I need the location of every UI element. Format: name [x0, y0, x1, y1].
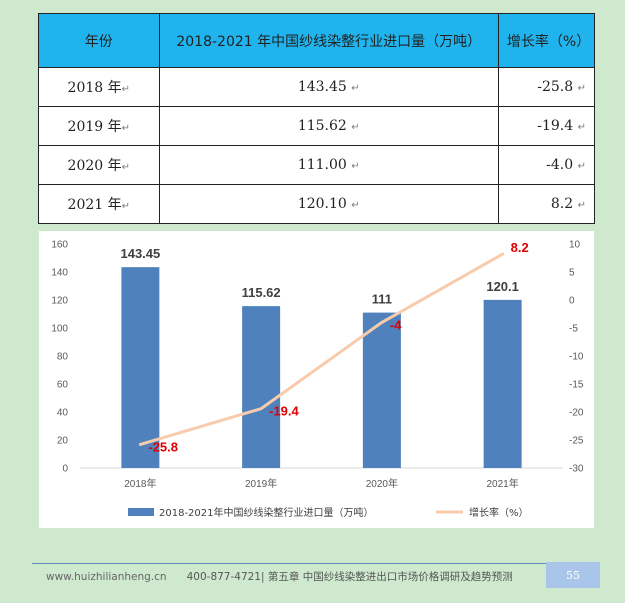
y-left-tick-label: 80 [57, 352, 69, 363]
y-right-tick-label: -20 [569, 408, 584, 419]
bar-data-label: 111 [372, 292, 392, 307]
paragraph-mark-icon: ↵ [121, 84, 131, 95]
bar-import-volume [242, 306, 281, 468]
paragraph-mark-icon: ↵ [351, 83, 360, 94]
cell-year: 2018 年↵ [38, 67, 160, 107]
growth-rate-line [138, 252, 505, 446]
legend-label-rate: 增长率（%） [469, 506, 529, 519]
import-volume-chart: 0 20 40 60 80 100 120 140 160 -30 -25 -20 -15 -10 -5 0 5… [39, 231, 594, 528]
cell-year: 2020 年↵ [38, 145, 160, 185]
paragraph-mark-icon: ↵ [351, 200, 360, 211]
y-right-tick-label: -15 [569, 380, 584, 391]
paragraph-mark-icon: ↵ [121, 123, 131, 134]
cell-rate: 8.2 ↵ [497, 184, 596, 224]
cell-volume: 143.45 ↵ [158, 67, 499, 107]
bar-import-volume [362, 312, 401, 468]
cell-rate: -4.0 ↵ [497, 145, 596, 185]
y-right-tick-label: -5 [569, 324, 578, 335]
paragraph-mark-icon: ↵ [577, 200, 586, 211]
cell-volume: 115.62 ↵ [158, 106, 499, 146]
cell-year: 2021 年↵ [38, 184, 160, 224]
y-right-tick-label: 10 [569, 240, 581, 251]
y-right-tick-label: -25 [569, 436, 584, 447]
cell-volume: 120.10 ↵ [158, 184, 499, 224]
paragraph-mark-icon: ↵ [121, 162, 131, 173]
cell-rate: -25.8 ↵ [497, 67, 596, 107]
rate-data-label: -25.8 [148, 439, 178, 454]
paragraph-mark-icon: ↵ [351, 161, 360, 172]
bar-data-label: 143.45 [120, 246, 160, 261]
table-row: 2021 年↵ 120.10 ↵ 8.2 ↵ [38, 184, 596, 224]
table-row: 2020 年↵ 111.00 ↵ -4.0 ↵ [38, 145, 596, 185]
header-year: 年份 [38, 13, 160, 68]
bar-import-volume [121, 267, 160, 468]
cell-year: 2019 年↵ [38, 106, 160, 146]
x-tick-label: 2021年 [487, 477, 519, 490]
paragraph-mark-icon: ↵ [577, 122, 586, 133]
table-header-row: 年份 2018-2021 年中国纱线染整行业进口量（万吨） 增长率（%） [38, 13, 596, 68]
rate-data-label: -4 [390, 317, 402, 332]
import-volume-table: 年份 2018-2021 年中国纱线染整行业进口量（万吨） 增长率（%） 201… [38, 13, 596, 224]
footer-phone: 400-877-4721| [186, 571, 265, 583]
y-right-tick-label: -30 [569, 464, 584, 475]
paragraph-mark-icon: ↵ [577, 161, 586, 172]
page-number-box: 55 [546, 562, 600, 588]
x-tick-label: 2020年 [366, 477, 398, 490]
y-left-tick-label: 20 [57, 436, 69, 447]
rate-data-label: -19.4 [269, 404, 299, 419]
footer: www.huizhilianheng.cn 400-877-4721| 第五章 … [46, 569, 513, 584]
y-left-tick-label: 40 [57, 408, 69, 419]
page-number: 55 [566, 568, 580, 582]
y-right-tick-label: -10 [569, 352, 584, 363]
cell-rate: -19.4 ↵ [497, 106, 596, 146]
paragraph-mark-icon: ↵ [121, 201, 131, 212]
x-tick-label: 2018年 [124, 477, 156, 490]
rate-data-label: 8.2 [511, 240, 529, 255]
paragraph-mark-icon: ↵ [351, 122, 360, 133]
x-tick-label: 2019年 [245, 477, 277, 490]
y-left-tick-label: 140 [51, 268, 68, 279]
table-row: 2018 年↵ 143.45 ↵ -25.8 ↵ [38, 67, 596, 107]
footer-divider [32, 563, 593, 564]
legend-swatch-volume [128, 508, 154, 516]
footer-chapter: 第五章 中国纱线染整进出口市场价格调研及趋势预测 [267, 571, 513, 583]
y-left-tick-label: 60 [57, 380, 69, 391]
header-growth-rate: 增长率（%） [497, 13, 596, 68]
chart-canvas: 0 20 40 60 80 100 120 140 160 -30 -25 -20 -15 -10 -5 0 5… [51, 240, 584, 520]
legend-label-volume: 2018-2021年中国纱线染整行业进口量（万吨） [159, 506, 374, 519]
bar-data-label: 115.62 [242, 285, 281, 300]
y-left-tick-label: 120 [51, 296, 68, 307]
paragraph-mark-icon: ↵ [577, 83, 586, 94]
footer-website: www.huizhilianheng.cn [46, 571, 167, 583]
bar-data-label: 120.1 [486, 279, 519, 294]
y-right-tick-label: 0 [569, 296, 575, 307]
y-left-tick-label: 160 [51, 240, 68, 251]
table-row: 2019 年↵ 115.62 ↵ -19.4 ↵ [38, 106, 596, 146]
y-left-tick-label: 0 [62, 464, 68, 475]
y-right-tick-label: 5 [569, 268, 575, 279]
header-volume: 2018-2021 年中国纱线染整行业进口量（万吨） [158, 13, 499, 68]
bar-import-volume [483, 299, 522, 468]
cell-volume: 111.00 ↵ [158, 145, 499, 185]
y-left-tick-label: 100 [51, 324, 68, 335]
